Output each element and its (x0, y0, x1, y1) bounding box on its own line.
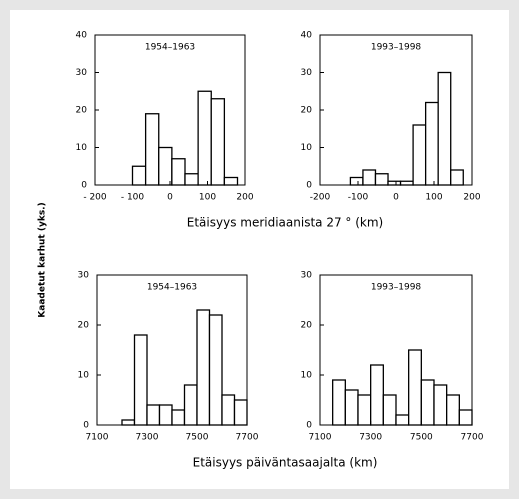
y-tick-label: 0 (83, 421, 89, 431)
bar (183, 384, 198, 426)
x-tick-label: 0 (167, 193, 173, 203)
bar (332, 379, 346, 426)
bar (433, 384, 448, 426)
x-tick-label: 7700 (461, 433, 484, 443)
y-tick-label: 20 (78, 321, 90, 331)
y-tick-label: 30 (301, 271, 313, 281)
panel-title: 1993–1998 (371, 283, 422, 293)
bar (408, 349, 422, 426)
panel-title: 1993–1998 (371, 43, 422, 53)
bar (362, 169, 377, 186)
bar (233, 399, 248, 426)
y-tick-label: 30 (78, 271, 90, 281)
x-tick-label: - 200 (83, 193, 107, 203)
bar (171, 409, 186, 426)
y-tick-label: 30 (76, 68, 88, 78)
y-tick-label: 30 (301, 68, 313, 78)
bar (158, 146, 173, 186)
x-tick-label: 200 (463, 193, 480, 203)
bar (424, 101, 439, 186)
x-tick-label: -200 (310, 193, 331, 203)
bar (196, 309, 211, 426)
y-tick-label: 10 (301, 371, 313, 381)
y-tick-label: 40 (301, 31, 313, 41)
panel-title: 1954–1963 (145, 43, 195, 53)
x-tick-label: 7100 (309, 433, 332, 443)
bar (382, 394, 397, 426)
x-axis-label: Etäisyys meridiaanista 27 ° (km) (187, 216, 383, 230)
y-tick-label: 10 (301, 143, 313, 153)
bar (158, 404, 173, 426)
bar (357, 394, 372, 426)
bar (349, 176, 364, 186)
bar (370, 364, 384, 426)
y-tick-label: 40 (76, 31, 88, 41)
x-axis-label: Etäisyys päiväntasaajalta (km) (193, 456, 378, 470)
y-tick-label: 20 (76, 106, 88, 116)
bar (458, 409, 473, 426)
bar (171, 158, 186, 186)
y-tick-label: 10 (76, 143, 88, 153)
bar (223, 176, 239, 186)
y-tick-label: 10 (78, 371, 90, 381)
bar (144, 113, 160, 186)
x-tick-label: 7300 (359, 433, 382, 443)
x-tick-label: 7300 (136, 433, 159, 443)
bar (420, 379, 435, 426)
y-tick-label: 20 (301, 106, 313, 116)
bar (121, 419, 136, 426)
bar (399, 180, 414, 186)
y-tick-label: 0 (81, 181, 87, 191)
x-tick-label: 200 (236, 193, 253, 203)
bar (221, 394, 236, 426)
bar (395, 414, 410, 426)
bar (133, 334, 148, 426)
bar (184, 173, 199, 186)
x-tick-label: 100 (199, 193, 216, 203)
y-tick-label: 0 (306, 181, 312, 191)
x-tick-label: -100 (348, 193, 369, 203)
panel-title: 1954–1963 (147, 283, 197, 293)
y-tick-label: 20 (301, 321, 313, 331)
bar (437, 71, 452, 186)
x-tick-label: 7100 (86, 433, 109, 443)
bar (450, 169, 464, 186)
bar (210, 98, 226, 186)
bar (387, 180, 402, 186)
y-axis-label: Kaadetut karhut (yks.) (38, 202, 48, 317)
bar (412, 124, 427, 186)
x-tick-label: - 100 (121, 193, 145, 203)
x-tick-label: 100 (425, 193, 442, 203)
bar (208, 314, 223, 426)
x-tick-label: 7700 (236, 433, 259, 443)
bar (446, 394, 460, 426)
y-tick-label: 0 (306, 421, 312, 431)
bar (197, 90, 212, 186)
bar (374, 173, 389, 186)
x-tick-label: 7500 (186, 433, 209, 443)
x-tick-label: 7500 (410, 433, 433, 443)
bar (146, 404, 161, 426)
bar (344, 389, 359, 426)
bar (131, 165, 147, 186)
x-tick-label: 0 (393, 193, 399, 203)
